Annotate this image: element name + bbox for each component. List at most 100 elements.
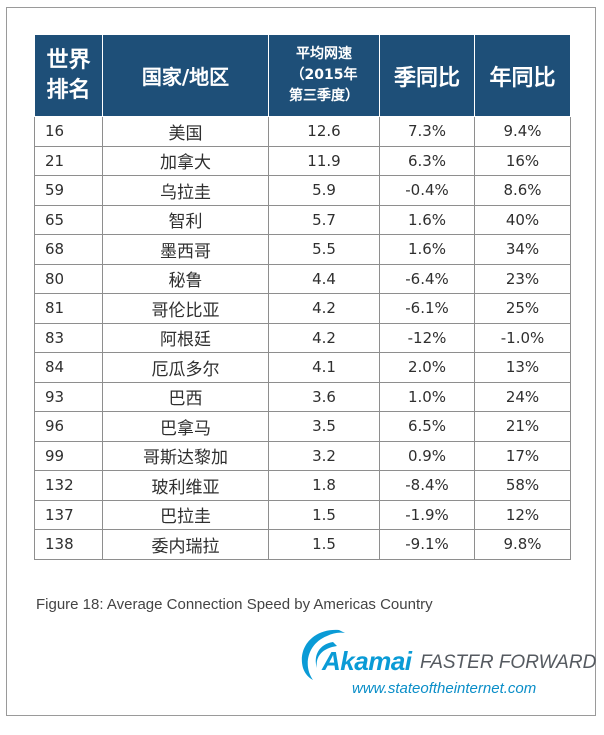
cell-region: 巴拉圭 (102, 499, 269, 530)
cell-qoq: 0.9% (379, 440, 475, 471)
cell-region: 墨西哥 (102, 234, 269, 265)
cell-rank: 99 (34, 440, 103, 471)
cell-region: 智利 (102, 204, 269, 235)
cell-speed: 3.5 (268, 411, 380, 442)
cell-yoy: 23% (474, 263, 571, 294)
cell-qoq: -8.4% (379, 470, 475, 501)
cell-yoy: 58% (474, 470, 571, 501)
cell-speed: 4.2 (268, 322, 380, 353)
website-link[interactable]: www.stateoftheinternet.com (352, 680, 537, 697)
table-row: 81 哥伦比亚 4.2 -6.1% 25% (34, 293, 571, 324)
cell-region: 哥伦比亚 (102, 293, 269, 324)
cell-qoq: -12% (379, 322, 475, 353)
cell-yoy: 9.4% (474, 116, 571, 147)
cell-speed: 1.5 (268, 529, 380, 560)
cell-rank: 68 (34, 234, 103, 265)
cell-rank: 80 (34, 263, 103, 294)
header-row: 世界 排名 国家/地区 平均网速 （2015年 第三季度） 季同比 年同比 (34, 34, 571, 117)
header-region: 国家/地区 (102, 34, 269, 117)
cell-speed: 11.9 (268, 145, 380, 176)
akamai-logo-text: Akamai (322, 646, 412, 676)
table-row: 59 乌拉圭 5.9 -0.4% 8.6% (34, 175, 571, 206)
cell-rank: 16 (34, 116, 103, 147)
table-row: 83 阿根廷 4.2 -12% -1.0% (34, 322, 571, 353)
cell-rank: 132 (34, 470, 103, 501)
cell-yoy: 25% (474, 293, 571, 324)
cell-qoq: -6.4% (379, 263, 475, 294)
cell-qoq: 1.0% (379, 381, 475, 412)
header-qoq: 季同比 (379, 34, 475, 117)
cell-region: 乌拉圭 (102, 175, 269, 206)
figure-frame (6, 7, 596, 716)
cell-yoy: 34% (474, 234, 571, 265)
akamai-wave-icon (301, 629, 345, 680)
cell-speed: 5.5 (268, 234, 380, 265)
cell-region: 厄瓜多尔 (102, 352, 269, 383)
cell-region: 美国 (102, 116, 269, 147)
cell-qoq: 1.6% (379, 204, 475, 235)
cell-yoy: 40% (474, 204, 571, 235)
cell-qoq: 6.3% (379, 145, 475, 176)
cell-region: 加拿大 (102, 145, 269, 176)
table-row: 16 美国 12.6 7.3% 9.4% (34, 116, 571, 147)
cell-qoq: -0.4% (379, 175, 475, 206)
table-row: 137 巴拉圭 1.5 -1.9% 12% (34, 499, 571, 530)
cell-rank: 83 (34, 322, 103, 353)
header-rank-line2: 排名 (46, 77, 91, 103)
cell-qoq: -1.9% (379, 499, 475, 530)
speed-table: 世界 排名 国家/地区 平均网速 （2015年 第三季度） 季同比 年同比 16… (34, 34, 571, 560)
header-speed-line3: 第三季度） (289, 88, 359, 104)
header-rank-line1: 世界 (46, 47, 91, 73)
cell-region: 哥斯达黎加 (102, 440, 269, 471)
header-speed-line2: （2015年 (290, 67, 358, 83)
cell-region: 玻利维亚 (102, 470, 269, 501)
akamai-wave-inner (315, 642, 337, 668)
cell-yoy: -1.0% (474, 322, 571, 353)
cell-rank: 93 (34, 381, 103, 412)
cell-speed: 4.1 (268, 352, 380, 383)
table-row: 21 加拿大 11.9 6.3% 16% (34, 145, 571, 176)
table-body: 16 美国 12.6 7.3% 9.4% 21 加拿大 11.9 6.3% 16% 59 乌拉圭 5.9… (34, 116, 571, 560)
cell-yoy: 21% (474, 411, 571, 442)
cell-speed: 5.7 (268, 204, 380, 235)
akamai-wave-outer (301, 629, 345, 680)
cell-speed: 1.8 (268, 470, 380, 501)
figure-caption: Figure 18: Average Connection Speed by A… (36, 596, 433, 613)
cell-qoq: -6.1% (379, 293, 475, 324)
cell-speed: 12.6 (268, 116, 380, 147)
header-speed: 平均网速 （2015年 第三季度） (268, 34, 380, 117)
cell-rank: 21 (34, 145, 103, 176)
header-yoy: 年同比 (474, 34, 571, 117)
cell-yoy: 8.6% (474, 175, 571, 206)
table-row: 96 巴拿马 3.5 6.5% 21% (34, 411, 571, 442)
table-row: 132 玻利维亚 1.8 -8.4% 58% (34, 470, 571, 501)
logo-tagline: FASTER FORWARD (420, 652, 597, 673)
table-row: 93 巴西 3.6 1.0% 24% (34, 381, 571, 412)
table-row: 65 智利 5.7 1.6% 40% (34, 204, 571, 235)
table-row: 138 委内瑞拉 1.5 -9.1% 9.8% (34, 529, 571, 560)
cell-region: 秘鲁 (102, 263, 269, 294)
cell-qoq: 6.5% (379, 411, 475, 442)
table-row: 99 哥斯达黎加 3.2 0.9% 17% (34, 440, 571, 471)
cell-qoq: 2.0% (379, 352, 475, 383)
cell-speed: 4.4 (268, 263, 380, 294)
cell-region: 阿根廷 (102, 322, 269, 353)
cell-rank: 138 (34, 529, 103, 560)
table-row: 80 秘鲁 4.4 -6.4% 23% (34, 263, 571, 294)
cell-speed: 3.6 (268, 381, 380, 412)
cell-yoy: 13% (474, 352, 571, 383)
table-row: 68 墨西哥 5.5 1.6% 34% (34, 234, 571, 265)
cell-qoq: -9.1% (379, 529, 475, 560)
header-speed-line1: 平均网速 (296, 46, 352, 62)
cell-yoy: 24% (474, 381, 571, 412)
cell-region: 巴西 (102, 381, 269, 412)
cell-yoy: 17% (474, 440, 571, 471)
cell-speed: 1.5 (268, 499, 380, 530)
cell-rank: 81 (34, 293, 103, 324)
cell-rank: 137 (34, 499, 103, 530)
cell-qoq: 7.3% (379, 116, 475, 147)
cell-qoq: 1.6% (379, 234, 475, 265)
cell-speed: 4.2 (268, 293, 380, 324)
cell-rank: 65 (34, 204, 103, 235)
cell-yoy: 12% (474, 499, 571, 530)
